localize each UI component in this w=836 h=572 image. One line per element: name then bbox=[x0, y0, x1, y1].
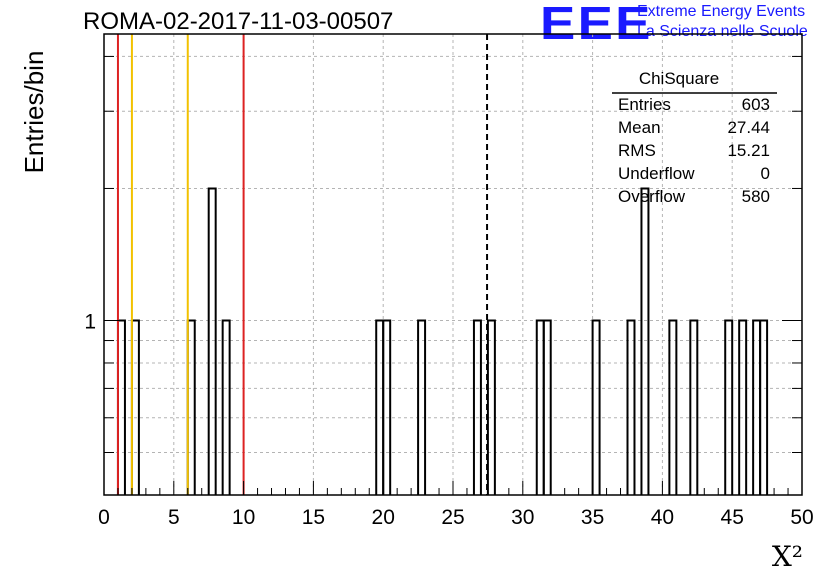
histogram-bar bbox=[486, 319, 496, 495]
eee-logo: EEE Extreme Energy Events La Scienza nel… bbox=[540, 0, 830, 49]
x-tick-label: 20 bbox=[372, 506, 395, 529]
x-tick-label: 25 bbox=[441, 506, 464, 529]
histogram-bar bbox=[382, 319, 392, 495]
stats-value: 0 bbox=[761, 164, 770, 183]
histogram-bar bbox=[626, 319, 636, 495]
histogram-bar bbox=[542, 319, 552, 495]
reference-lines bbox=[116, 34, 489, 495]
histogram-bar bbox=[472, 319, 482, 495]
stats-value: 580 bbox=[742, 187, 770, 206]
x-tick-label: 30 bbox=[511, 506, 534, 529]
histogram-bar bbox=[591, 319, 601, 495]
axis-ticks: 0 5 10 15 20 25 30 35 40 45 50 1 bbox=[84, 55, 814, 529]
logo-mark: EEE bbox=[540, 0, 653, 49]
histogram-bar bbox=[417, 319, 427, 495]
histogram-bar bbox=[668, 319, 678, 495]
stats-label: RMS bbox=[618, 141, 656, 160]
histogram-bar bbox=[375, 319, 385, 495]
logo-line-2: La Scienza nelle Scuole bbox=[637, 23, 808, 40]
stats-label: Underflow bbox=[618, 164, 695, 183]
histogram-bins bbox=[116, 187, 769, 495]
histogram-bar bbox=[724, 319, 734, 495]
stats-rows: Entries 603 Mean 27.44 RMS 15.21 Underflow 0 Ove… bbox=[618, 95, 770, 206]
stats-value: 603 bbox=[742, 95, 770, 114]
histogram-bar bbox=[207, 187, 217, 495]
histogram-bar bbox=[689, 319, 699, 495]
stats-label: Mean bbox=[618, 118, 661, 137]
y-axis-title: Entries/bin bbox=[19, 51, 49, 174]
x-tick-label: 10 bbox=[232, 506, 255, 529]
histogram-bar bbox=[116, 319, 126, 495]
y-tick-label: 1 bbox=[84, 310, 96, 333]
x-tick-label: 50 bbox=[790, 506, 813, 529]
stats-title: ChiSquare bbox=[639, 69, 719, 88]
histogram-bar bbox=[186, 319, 196, 495]
histogram-bar bbox=[752, 319, 762, 495]
x-tick-label: 15 bbox=[302, 506, 325, 529]
stats-value: 27.44 bbox=[727, 118, 770, 137]
run-title: ROMA-02-2017-11-03-00507 bbox=[83, 8, 394, 35]
histogram-bar bbox=[535, 319, 545, 495]
histogram-bar bbox=[221, 319, 231, 495]
histogram-bar bbox=[759, 319, 769, 495]
x-tick-label: 0 bbox=[98, 506, 110, 529]
histogram-bar bbox=[130, 319, 140, 495]
x-tick-label: 35 bbox=[581, 506, 604, 529]
x-tick-label: 5 bbox=[168, 506, 180, 529]
histogram-bar bbox=[640, 187, 650, 495]
x-tick-label: 40 bbox=[651, 506, 674, 529]
histogram-bar bbox=[738, 319, 748, 495]
x-tick-label: 45 bbox=[721, 506, 744, 529]
stats-label: Overflow bbox=[618, 187, 686, 206]
stats-value: 15.21 bbox=[727, 141, 770, 160]
stats-label: Entries bbox=[618, 95, 671, 114]
logo-line-1: Extreme Energy Events bbox=[637, 3, 806, 20]
stats-box: ChiSquare Entries 603 Mean 27.44 RMS 15.21 Und… bbox=[612, 69, 777, 206]
x-axis-title: X² bbox=[772, 540, 803, 572]
